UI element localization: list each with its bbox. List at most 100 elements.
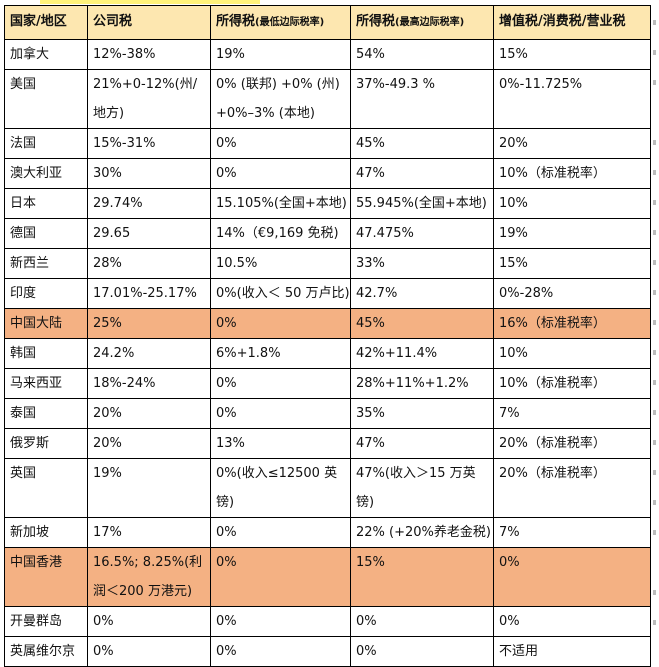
header-label: 所得税 [356,14,396,29]
income-tax-max-value: 35% [356,406,385,421]
income-tax-min-value: 0% [216,525,237,540]
vat-cell: 7% [493,398,651,429]
corporate-tax-cell: 19% [87,458,211,518]
table-row: 泰国 20% 0% 35% 7% [4,398,651,429]
vat-value: 不适用 [499,644,539,659]
vat-cell: 10%（标准税率） [493,368,651,399]
corporate-tax-value: 17% [93,525,122,540]
income-tax-min-value: 0% [216,316,237,331]
vat-value: 10% [499,196,528,211]
vat-value: 0%-28% [499,286,554,301]
corporate-tax-value: 30% [93,166,122,181]
corporate-tax-cell: 12%-38% [87,39,211,70]
corporate-tax-value: 25% [93,316,122,331]
table-row: 法国 15%-31% 0% 45% 20% [4,128,651,159]
income-tax-max-value: 42%+11.4% [356,346,438,361]
corporate-tax-value: 20% [93,436,122,451]
income-tax-min-value: 0% [216,376,237,391]
country-cell: 开曼群岛 [4,606,88,637]
income-tax-max-cell: 45% [350,128,494,159]
income-tax-min-cell: 15.105%(全国+本地) [210,188,351,219]
country-cell: 泰国 [4,398,88,429]
corporate-tax-value: 18%-24% [93,376,156,391]
income-tax-min-value: 15.105%(全国+本地) [216,196,347,211]
income-tax-max-cell: 22% (+20%养老金税) [350,517,494,548]
vat-value: 7% [499,525,520,540]
income-tax-max-cell: 42.7% [350,278,494,309]
income-tax-min-value: 0% [216,555,237,570]
table-row: 马来西亚 18%-24% 0% 28%+11%+1.2% 10%（标准税率） [4,368,651,399]
country-cell: 俄罗斯 [4,428,88,459]
row-end-mark [653,20,656,25]
corporate-tax-cell: 29.74% [87,188,211,219]
vat-cell: 0% [493,547,651,607]
row-end-marks [653,0,659,633]
row-end-mark [653,410,656,415]
income-tax-min-cell: 0%(收入≤12500 英镑) [210,458,351,518]
vat-cell: 15% [493,248,651,279]
vat-value: 20%（标准税率） [499,466,606,481]
income-tax-max-value: 45% [356,316,385,331]
vat-value: 16%（标准税率） [499,316,606,331]
income-tax-min-cell: 0% [210,128,351,159]
table-row: 新加坡 17% 0% 22% (+20%养老金税) 7% [4,517,651,548]
income-tax-max-value: 55.945%(全国+本地) [356,196,487,211]
vat-cell: 0%-28% [493,278,651,309]
vat-cell: 19% [493,218,651,249]
income-tax-max-value: 47%(收入＞15 万英镑) [356,466,476,510]
country-cell: 印度 [4,278,88,309]
income-tax-min-cell: 10.5% [210,248,351,279]
corporate-tax-value: 0% [93,614,114,629]
corporate-tax-value: 29.74% [93,196,143,211]
header-label: 增值税/消费税/营业税 [499,14,626,29]
income-tax-max-cell: 55.945%(全国+本地) [350,188,494,219]
income-tax-max-value: 0% [356,644,377,659]
row-end-mark [653,500,656,505]
vat-value: 20%（标准税率） [499,436,606,451]
country-value: 马来西亚 [10,376,63,391]
income-tax-max-cell: 47%(收入＞15 万英镑) [350,458,494,518]
income-tax-max-value: 33% [356,256,385,271]
income-tax-max-cell: 47% [350,428,494,459]
income-tax-max-cell: 47.475% [350,218,494,249]
corporate-tax-cell: 29.65 [87,218,211,249]
row-end-mark [653,230,656,235]
country-value: 澳大利亚 [10,166,63,181]
header-cell: 所得税(最高边际税率) [350,5,494,40]
vat-cell: 7% [493,517,651,548]
income-tax-min-value: 0% [216,644,237,659]
corporate-tax-cell: 0% [87,636,211,667]
income-tax-max-value: 54% [356,47,385,62]
income-tax-min-cell: 0% [210,547,351,607]
income-tax-min-value: 0% [216,406,237,421]
header-label: 公司税 [93,14,133,29]
header-label: 所得税 [216,14,256,29]
table-row: 德国 29.65 14%（€9,169 免税) 47.475% 19% [4,218,651,249]
income-tax-min-cell: 0%(收入＜ 50 万卢比) [210,278,351,309]
corporate-tax-cell: 15%-31% [87,128,211,159]
table-row: 韩国 24.2% 6%+1.8% 42%+11.4% 10% [4,338,651,369]
income-tax-min-value: 6%+1.8% [216,346,281,361]
header-cell: 所得税(最低边际税率) [210,5,351,40]
table-row: 俄罗斯 20% 13% 47% 20%（标准税率） [4,428,651,459]
income-tax-min-cell: 0% [210,636,351,667]
income-tax-max-cell: 15% [350,547,494,607]
income-tax-max-cell: 42%+11.4% [350,338,494,369]
corporate-tax-cell: 28% [87,248,211,279]
income-tax-max-cell: 54% [350,39,494,70]
country-value: 加拿大 [10,47,50,62]
corporate-tax-cell: 18%-24% [87,368,211,399]
income-tax-min-cell: 0% [210,398,351,429]
income-tax-min-value: 0%(收入≤12500 英镑) [216,466,338,510]
country-cell: 日本 [4,188,88,219]
row-end-mark [653,290,656,295]
row-end-mark [653,470,656,475]
vat-value: 7% [499,406,520,421]
income-tax-max-value: 0% [356,614,377,629]
corporate-tax-cell: 30% [87,158,211,189]
table-row: 开曼群岛 0% 0% 0% 0% [4,606,651,637]
income-tax-min-cell: 14%（€9,169 免税) [210,218,351,249]
country-cell: 新加坡 [4,517,88,548]
table-row: 英国 19% 0%(收入≤12500 英镑) 47%(收入＞15 万英镑) 20%（标准… [4,458,651,518]
income-tax-min-value: 0% [216,136,237,151]
